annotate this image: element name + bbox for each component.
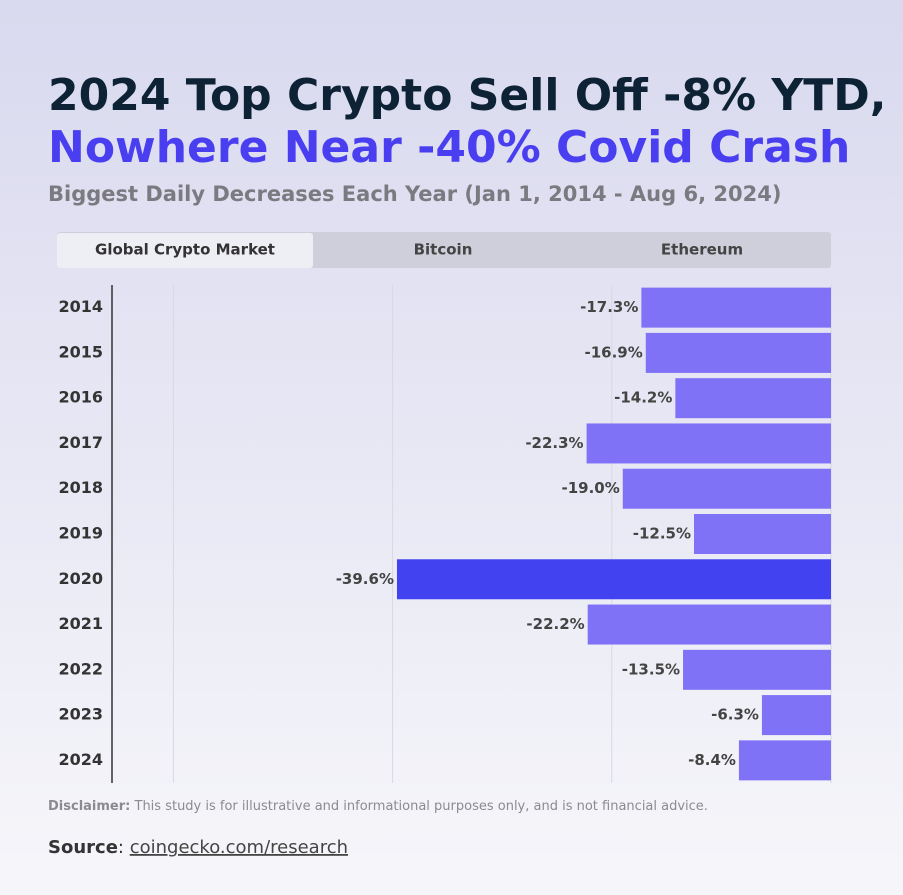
data-label: -19.0% <box>561 479 619 497</box>
y-tick-label: 2015 <box>58 342 103 361</box>
disclaimer: Disclaimer: This study is for illustrati… <box>48 799 708 814</box>
tab[interactable]: Bitcoin <box>414 241 473 259</box>
y-tick-label: 2017 <box>58 433 103 452</box>
bar <box>683 649 831 690</box>
y-tick-label: 2019 <box>58 524 103 543</box>
source-separator: : <box>118 837 124 858</box>
source: Source: coingecko.com/research <box>48 837 348 858</box>
y-tick-label: 2021 <box>58 614 103 633</box>
subtitle: Biggest Daily Decreases Each Year (Jan 1… <box>48 182 781 206</box>
tab[interactable]: Ethereum <box>661 241 743 259</box>
tab-active[interactable] <box>57 233 313 268</box>
data-label: -22.2% <box>526 615 584 633</box>
data-label: -17.3% <box>580 298 638 316</box>
data-label: -12.5% <box>633 525 691 543</box>
bar <box>396 559 831 600</box>
y-tick-label: 2023 <box>58 705 103 724</box>
data-label: -16.9% <box>585 343 643 361</box>
data-label: -13.5% <box>622 660 680 678</box>
bar <box>641 287 831 328</box>
bar <box>675 378 831 419</box>
data-label: -6.3% <box>711 706 759 724</box>
y-tick-label: 2024 <box>58 750 103 769</box>
title: 2024 Top Crypto Sell Off -8% YTD, <box>48 70 887 121</box>
y-tick-label: 2016 <box>58 388 103 407</box>
title: Nowhere Near -40% Covid Crash <box>48 122 850 173</box>
y-tick-label: 2014 <box>58 297 103 316</box>
bar <box>586 423 831 464</box>
disclaimer-text: This study is for illustrative and infor… <box>134 799 708 814</box>
bar <box>761 695 831 736</box>
data-label: -14.2% <box>614 389 672 407</box>
plot: 2014 -17.3% 2015 -16.9% 2016 -14.2% 2017 -22.3%… <box>58 285 832 783</box>
bar <box>587 604 831 645</box>
source-link[interactable]: coingecko.com/research <box>130 837 348 858</box>
data-label: -39.6% <box>336 570 394 588</box>
bar <box>693 514 831 554</box>
data-label: -8.4% <box>688 751 736 769</box>
data-label: -22.3% <box>525 434 583 452</box>
bar <box>645 332 831 373</box>
disclaimer-label: Disclaimer: <box>48 799 130 814</box>
y-tick-label: 2022 <box>58 659 103 678</box>
source-label: Source <box>48 837 118 858</box>
y-tick-label: 2020 <box>58 569 103 588</box>
bar <box>738 740 831 781</box>
y-tick-label: 2018 <box>58 478 103 497</box>
tab[interactable]: Global Crypto Market <box>95 241 275 259</box>
bar <box>622 468 831 509</box>
